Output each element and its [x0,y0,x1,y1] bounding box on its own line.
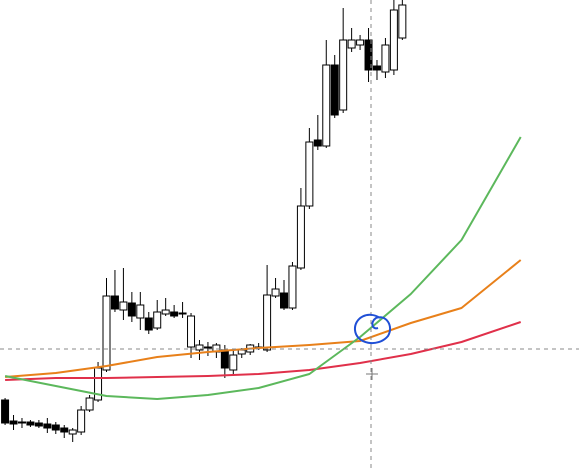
candle-body [322,64,331,147]
candle-body [398,4,407,39]
candle-body [389,9,398,71]
candle-body [127,302,136,317]
moving-average-line [5,321,522,381]
candle-body [110,295,119,310]
candle-body [43,423,52,429]
candle-body [203,346,212,349]
candle-body [34,422,43,427]
candle-body [136,304,145,319]
candle-body [237,349,246,355]
candle-body [178,312,187,315]
candle-body [364,39,373,71]
candle-body [381,44,390,73]
candle-body [356,39,365,46]
candle-body [296,205,305,269]
candle-body [68,429,77,435]
candle-body [9,420,18,425]
candle-body [229,354,238,371]
candle-body [85,397,94,411]
candle-body [220,349,229,369]
candle-body [51,424,60,431]
candle-body [102,295,111,371]
moving-average-line [4,136,522,400]
candle-body [17,421,26,424]
plot-area [1,0,522,442]
candle-body [144,317,153,331]
candle-body [330,64,339,116]
candle-body [271,288,280,297]
annotation-circle [353,313,392,345]
candle-body [195,344,204,351]
candle-body [1,399,10,424]
candle-body [339,39,348,111]
candle-body [313,139,322,147]
candle-body [26,421,35,426]
candle-body [170,311,179,317]
candle-body [372,65,381,71]
candle-body [119,301,128,311]
moving-average-line [5,259,522,378]
candle-body [60,427,69,433]
candle-body [280,292,289,309]
candle-body [305,141,314,207]
candle-body [187,315,196,348]
candle-body [161,309,170,315]
candle-body [153,311,162,329]
candle-body [263,294,272,351]
cursor [366,368,378,380]
candle-body [288,265,297,309]
candle-body [77,409,86,433]
candle-body [347,39,356,49]
